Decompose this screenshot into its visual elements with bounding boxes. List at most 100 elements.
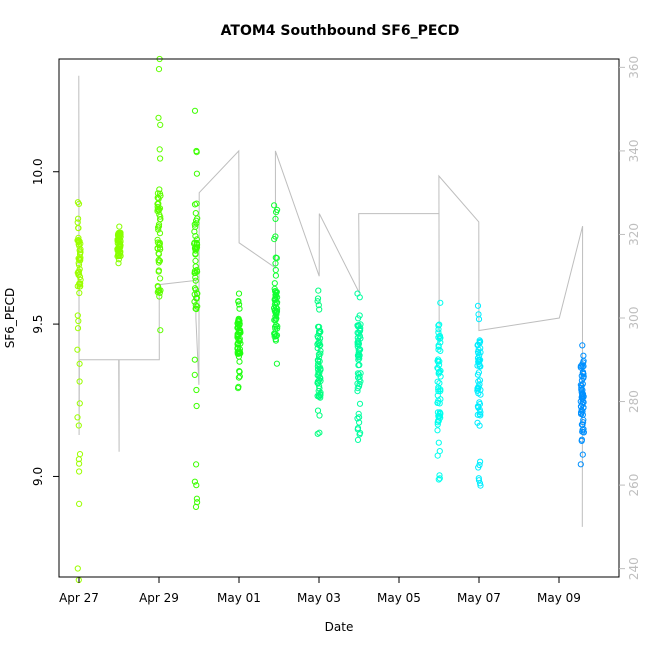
data-point — [317, 392, 324, 399]
data-point — [76, 451, 84, 458]
data-point — [155, 224, 162, 231]
data-point — [316, 306, 323, 313]
data-point — [273, 308, 281, 315]
data-point — [274, 305, 281, 312]
y-tick-label: 9.0 — [31, 467, 45, 486]
data-point — [192, 277, 199, 284]
data-point — [435, 356, 442, 363]
data-point — [354, 385, 361, 392]
data-point — [156, 293, 163, 300]
data-point — [314, 407, 322, 414]
data-point — [355, 351, 362, 358]
data-point — [272, 215, 279, 222]
data-point — [317, 394, 324, 401]
data-point — [434, 392, 441, 399]
data-point — [314, 295, 322, 302]
data-point — [356, 431, 363, 438]
data-point — [154, 206, 161, 213]
data-point — [475, 464, 482, 471]
data-point — [74, 346, 81, 353]
data-point — [191, 228, 198, 235]
data-point — [155, 66, 163, 73]
data-point — [77, 283, 84, 290]
y2-tick-label: 260 — [627, 474, 641, 497]
data-point — [236, 317, 243, 325]
y2-tick-label: 360 — [627, 56, 641, 79]
data-point — [157, 246, 164, 253]
data-point — [76, 468, 83, 475]
data-point — [191, 107, 199, 114]
data-point — [155, 268, 162, 275]
data-point — [580, 357, 587, 364]
data-point — [75, 215, 82, 222]
data-point — [272, 272, 279, 279]
data-point — [475, 475, 482, 482]
data-point — [315, 377, 323, 384]
data-point — [156, 230, 164, 237]
data-point — [235, 374, 242, 381]
data-point — [154, 190, 161, 197]
data-point — [193, 147, 200, 155]
data-point — [578, 407, 585, 414]
data-point — [191, 221, 198, 228]
data-point — [235, 336, 242, 343]
data-point — [435, 439, 442, 446]
data-point — [356, 376, 363, 383]
data-point — [193, 386, 200, 394]
data-point — [272, 233, 279, 240]
data-point — [272, 291, 279, 299]
data-point — [76, 289, 83, 297]
data-point — [354, 436, 362, 443]
data-point — [476, 381, 483, 388]
data-point — [435, 365, 442, 372]
y2-tick-label: 300 — [627, 307, 641, 330]
data-point — [235, 290, 243, 297]
data-point — [579, 451, 586, 458]
data-point — [578, 410, 585, 417]
data-point — [192, 305, 199, 312]
data-point — [579, 342, 586, 349]
data-point — [192, 233, 199, 240]
data-point — [437, 347, 444, 354]
x-tick-label: Apr 27 — [59, 591, 99, 605]
data-point — [193, 402, 200, 410]
data-point — [154, 203, 161, 211]
data-point — [434, 452, 441, 459]
data-point — [271, 280, 278, 287]
data-point — [316, 342, 323, 349]
data-point — [155, 114, 162, 121]
data-point — [477, 458, 484, 465]
data-point — [157, 213, 164, 220]
x-tick-label: Apr 29 — [139, 591, 179, 605]
data-point — [155, 226, 162, 233]
data-point — [236, 358, 243, 365]
data-point — [434, 399, 441, 406]
data-point — [435, 386, 442, 393]
y-axis-label: SF6_PECD — [3, 288, 17, 349]
data-point — [194, 499, 201, 506]
data-point — [74, 565, 81, 572]
data-point — [477, 482, 484, 489]
data-point — [315, 287, 322, 294]
data-point — [357, 370, 364, 377]
data-point — [192, 286, 199, 293]
data-point — [580, 429, 588, 436]
data-point — [235, 383, 242, 390]
data-point — [435, 388, 442, 395]
data-point — [234, 344, 241, 351]
data-point — [355, 383, 363, 390]
x-tick-label: May 09 — [537, 591, 581, 605]
data-point — [76, 400, 83, 407]
x-tick-label: May 05 — [377, 591, 421, 605]
data-point — [234, 332, 241, 339]
data-point — [354, 370, 361, 377]
data-point — [192, 247, 199, 254]
chart-title: ATOM4 Southbound SF6_PECD — [221, 23, 460, 39]
data-point — [476, 352, 483, 359]
data-point — [193, 461, 200, 468]
data-point — [435, 322, 442, 329]
data-point — [356, 419, 363, 426]
data-point — [434, 364, 441, 371]
data-point — [76, 281, 84, 288]
x-tick-label: May 03 — [297, 591, 341, 605]
